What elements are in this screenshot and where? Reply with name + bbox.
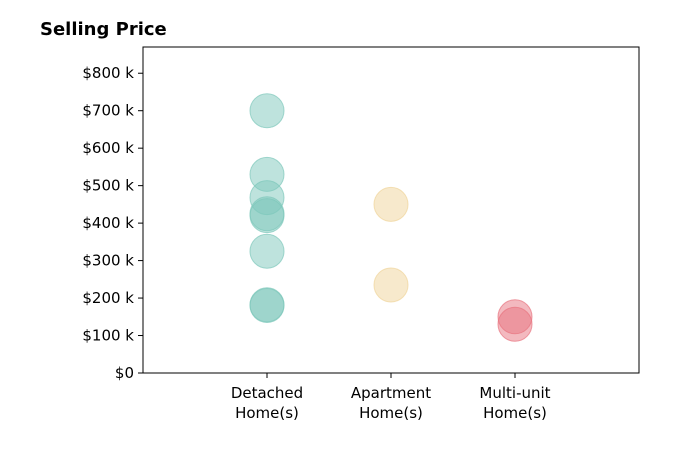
- y-tick-label: $0: [115, 364, 134, 382]
- data-points: [249, 93, 533, 342]
- x-tick-label-line: Multi-unit: [479, 384, 550, 402]
- y-tick-label: $200 k: [82, 289, 134, 307]
- x-tick-label: Detached Home(s): [231, 384, 303, 422]
- x-tick-label: Multi-unit Home(s): [479, 384, 550, 422]
- y-tick-label: $400 k: [82, 214, 134, 232]
- data-point: [249, 288, 285, 324]
- x-tick-label-line: Apartment: [351, 384, 431, 402]
- x-tick-label-line: Detached: [231, 384, 303, 402]
- x-tick-label-line: Home(s): [359, 404, 423, 422]
- x-tick-label-line: Home(s): [235, 404, 299, 422]
- data-point: [373, 186, 409, 222]
- y-axis: $0 $100 k $200 k $300 k $400 k $500 k $600 k $7…: [82, 64, 143, 382]
- x-axis: Detached Home(s)Apartment Home(s)Multi-uni…: [231, 373, 551, 422]
- y-tick-label: $500 k: [82, 177, 134, 195]
- data-point: [373, 267, 409, 303]
- y-tick-label: $700 k: [82, 102, 134, 120]
- data-point: [249, 198, 285, 234]
- data-point: [497, 306, 533, 342]
- y-tick-label: $600 k: [82, 139, 134, 157]
- x-tick-label: Apartment Home(s): [351, 384, 431, 422]
- y-tick-label: $100 k: [82, 327, 134, 345]
- y-tick-label: $300 k: [82, 252, 134, 270]
- x-tick-label-line: Home(s): [483, 404, 547, 422]
- y-tick-label: $800 k: [82, 64, 134, 82]
- data-point: [249, 233, 285, 269]
- chart-title: Selling Price: [40, 19, 167, 40]
- data-point: [249, 93, 285, 129]
